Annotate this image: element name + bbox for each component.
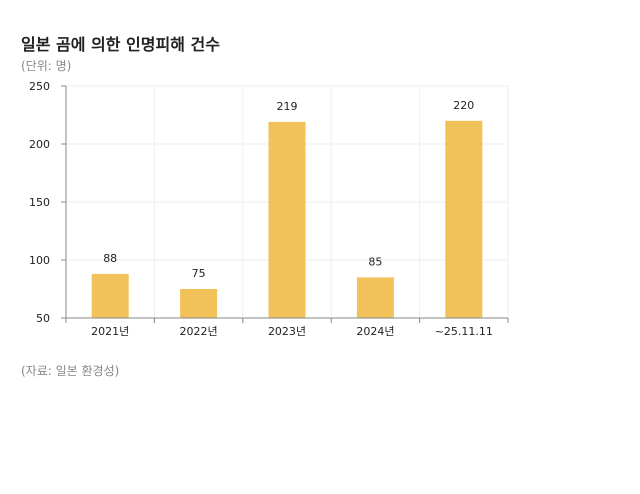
bar	[268, 121, 306, 319]
data-label: 75	[192, 267, 206, 280]
x-tick-label: 2021년	[91, 325, 129, 338]
y-tick-label: 150	[29, 196, 50, 209]
bar	[445, 120, 483, 318]
data-label: 220	[453, 99, 474, 112]
data-label: 219	[277, 100, 298, 113]
x-tick-label: 2022년	[180, 325, 218, 338]
bars	[91, 120, 483, 319]
x-tick-label: 2024년	[356, 325, 394, 338]
data-label: 85	[368, 255, 382, 268]
bar	[180, 289, 218, 318]
y-tick-label: 100	[29, 254, 50, 267]
axes: 50 100 150 200 250 2021년 2022년 2023년 2024년 ~25.11…	[29, 80, 509, 338]
source-note: (자료: 일본 환경성)	[21, 364, 120, 378]
y-tick-label: 50	[36, 312, 50, 325]
y-tick-label: 200	[29, 138, 50, 151]
bar	[91, 273, 129, 318]
bar	[356, 277, 394, 318]
grid-lines	[66, 85, 509, 318]
x-tick-label: 2023년	[268, 325, 306, 338]
data-labels: 88 75 219 85 220	[103, 99, 474, 280]
unit-note: (단위: 명)	[21, 59, 72, 73]
y-tick-label: 250	[29, 80, 50, 93]
data-label: 88	[103, 252, 117, 265]
chart-title: 일본 곰에 의한 인명피해 건수	[21, 35, 220, 54]
x-tick-label: ~25.11.11	[435, 325, 493, 338]
